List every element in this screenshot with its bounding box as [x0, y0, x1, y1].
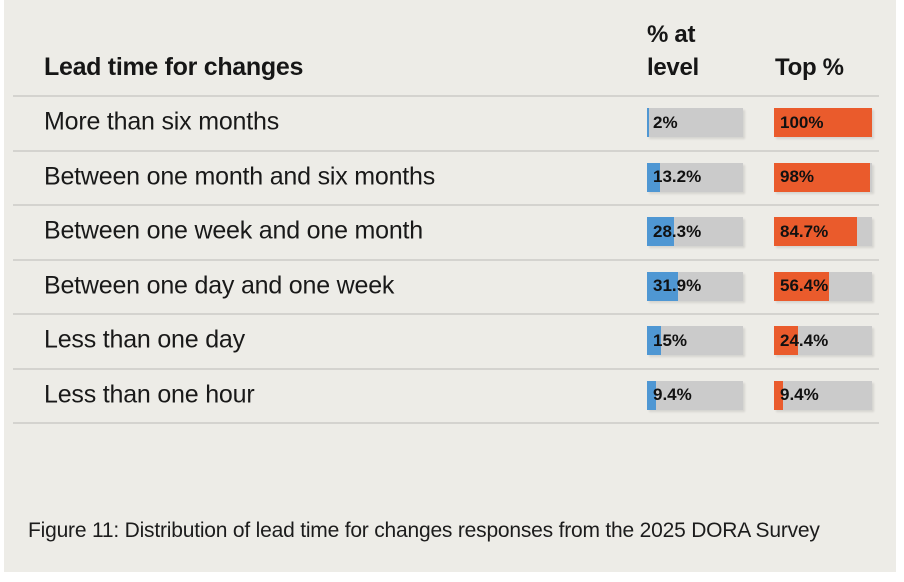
top-pct-bar: 56.4%	[774, 271, 872, 301]
at-level-bar-value: 31.9%	[653, 276, 702, 295]
table-rows: More than six months 2% 100% Between one mo…	[4, 95, 896, 424]
top-pct-bar: 98%	[774, 162, 872, 192]
table-header: Lead time for changes % at level Top %	[4, 0, 896, 95]
table-row: Less than one day 15% 24.4%	[4, 313, 896, 368]
column-header-at-level-line1: % at	[647, 20, 696, 48]
row-label: Less than one hour	[44, 380, 255, 409]
top-pct-bar-fill	[774, 380, 784, 410]
at-level-bar-fill	[647, 326, 662, 355]
table-row: Between one month and six months 13.2% 98%	[4, 149, 896, 205]
top-pct-bar-value: 56.4%	[780, 276, 829, 295]
table-row: More than six months 2% 100%	[4, 95, 896, 150]
top-pct-bar-value: 98%	[780, 167, 815, 186]
column-header-at-level-line2: level	[647, 53, 699, 81]
at-level-bar: 13.2%	[647, 162, 743, 192]
top-pct-bar-value: 24.4%	[780, 330, 829, 350]
at-level-bar: 9.4%	[647, 380, 743, 410]
table-row: Between one day and one week 31.9% 56.4%	[4, 258, 896, 314]
at-level-bar-value: 13.2%	[653, 167, 702, 186]
at-level-bar-value: 28.3%	[653, 221, 702, 241]
top-pct-bar-fill	[774, 271, 830, 301]
at-level-bar-value: 15%	[653, 330, 688, 350]
at-level-bar-fill	[647, 108, 649, 137]
top-pct-bar-fill	[774, 162, 871, 192]
at-level-bar: 2%	[647, 108, 743, 137]
row-label: Between one week and one month	[44, 216, 423, 245]
at-level-bar: 15%	[647, 326, 743, 355]
column-header-top-pct: Top %	[775, 54, 844, 81]
row-label: Between one month and six months	[44, 162, 436, 191]
at-level-bar-fill	[647, 162, 660, 192]
top-pct-bar-fill	[774, 108, 872, 137]
column-header-at-level: % at level	[647, 18, 699, 84]
top-pct-bar-value: 84.7%	[780, 221, 829, 241]
top-pct-bar: 24.4%	[774, 326, 872, 355]
at-level-bar-value: 2%	[653, 112, 678, 132]
figure-card: Lead time for changes % at level Top % M…	[4, 0, 896, 572]
top-pct-bar-fill	[774, 217, 857, 246]
figure-caption: Figure 11: Distribution of lead time for…	[28, 519, 820, 542]
row-label: Between one day and one week	[44, 271, 395, 300]
at-level-bar-fill	[647, 217, 675, 246]
table-row: Less than one hour 9.4% 9.4%	[4, 367, 896, 423]
table-bottom-divider	[13, 422, 879, 424]
table-title: Lead time for changes	[44, 53, 304, 81]
top-pct-bar-fill	[774, 326, 798, 355]
row-label: More than six months	[44, 107, 279, 136]
top-pct-bar-value: 9.4%	[780, 385, 819, 404]
top-pct-bar: 100%	[774, 108, 872, 137]
at-level-bar: 31.9%	[647, 271, 743, 301]
top-pct-bar-value: 100%	[780, 112, 824, 132]
at-level-bar: 28.3%	[647, 217, 743, 246]
at-level-bar-fill	[647, 271, 678, 301]
at-level-bar-value: 9.4%	[653, 385, 692, 404]
row-label: Less than one day	[44, 325, 245, 354]
table-row: Between one week and one month 28.3% 84.7%	[4, 204, 896, 259]
top-pct-bar: 84.7%	[774, 217, 872, 246]
top-pct-bar: 9.4%	[774, 380, 872, 410]
at-level-bar-fill	[647, 380, 657, 410]
